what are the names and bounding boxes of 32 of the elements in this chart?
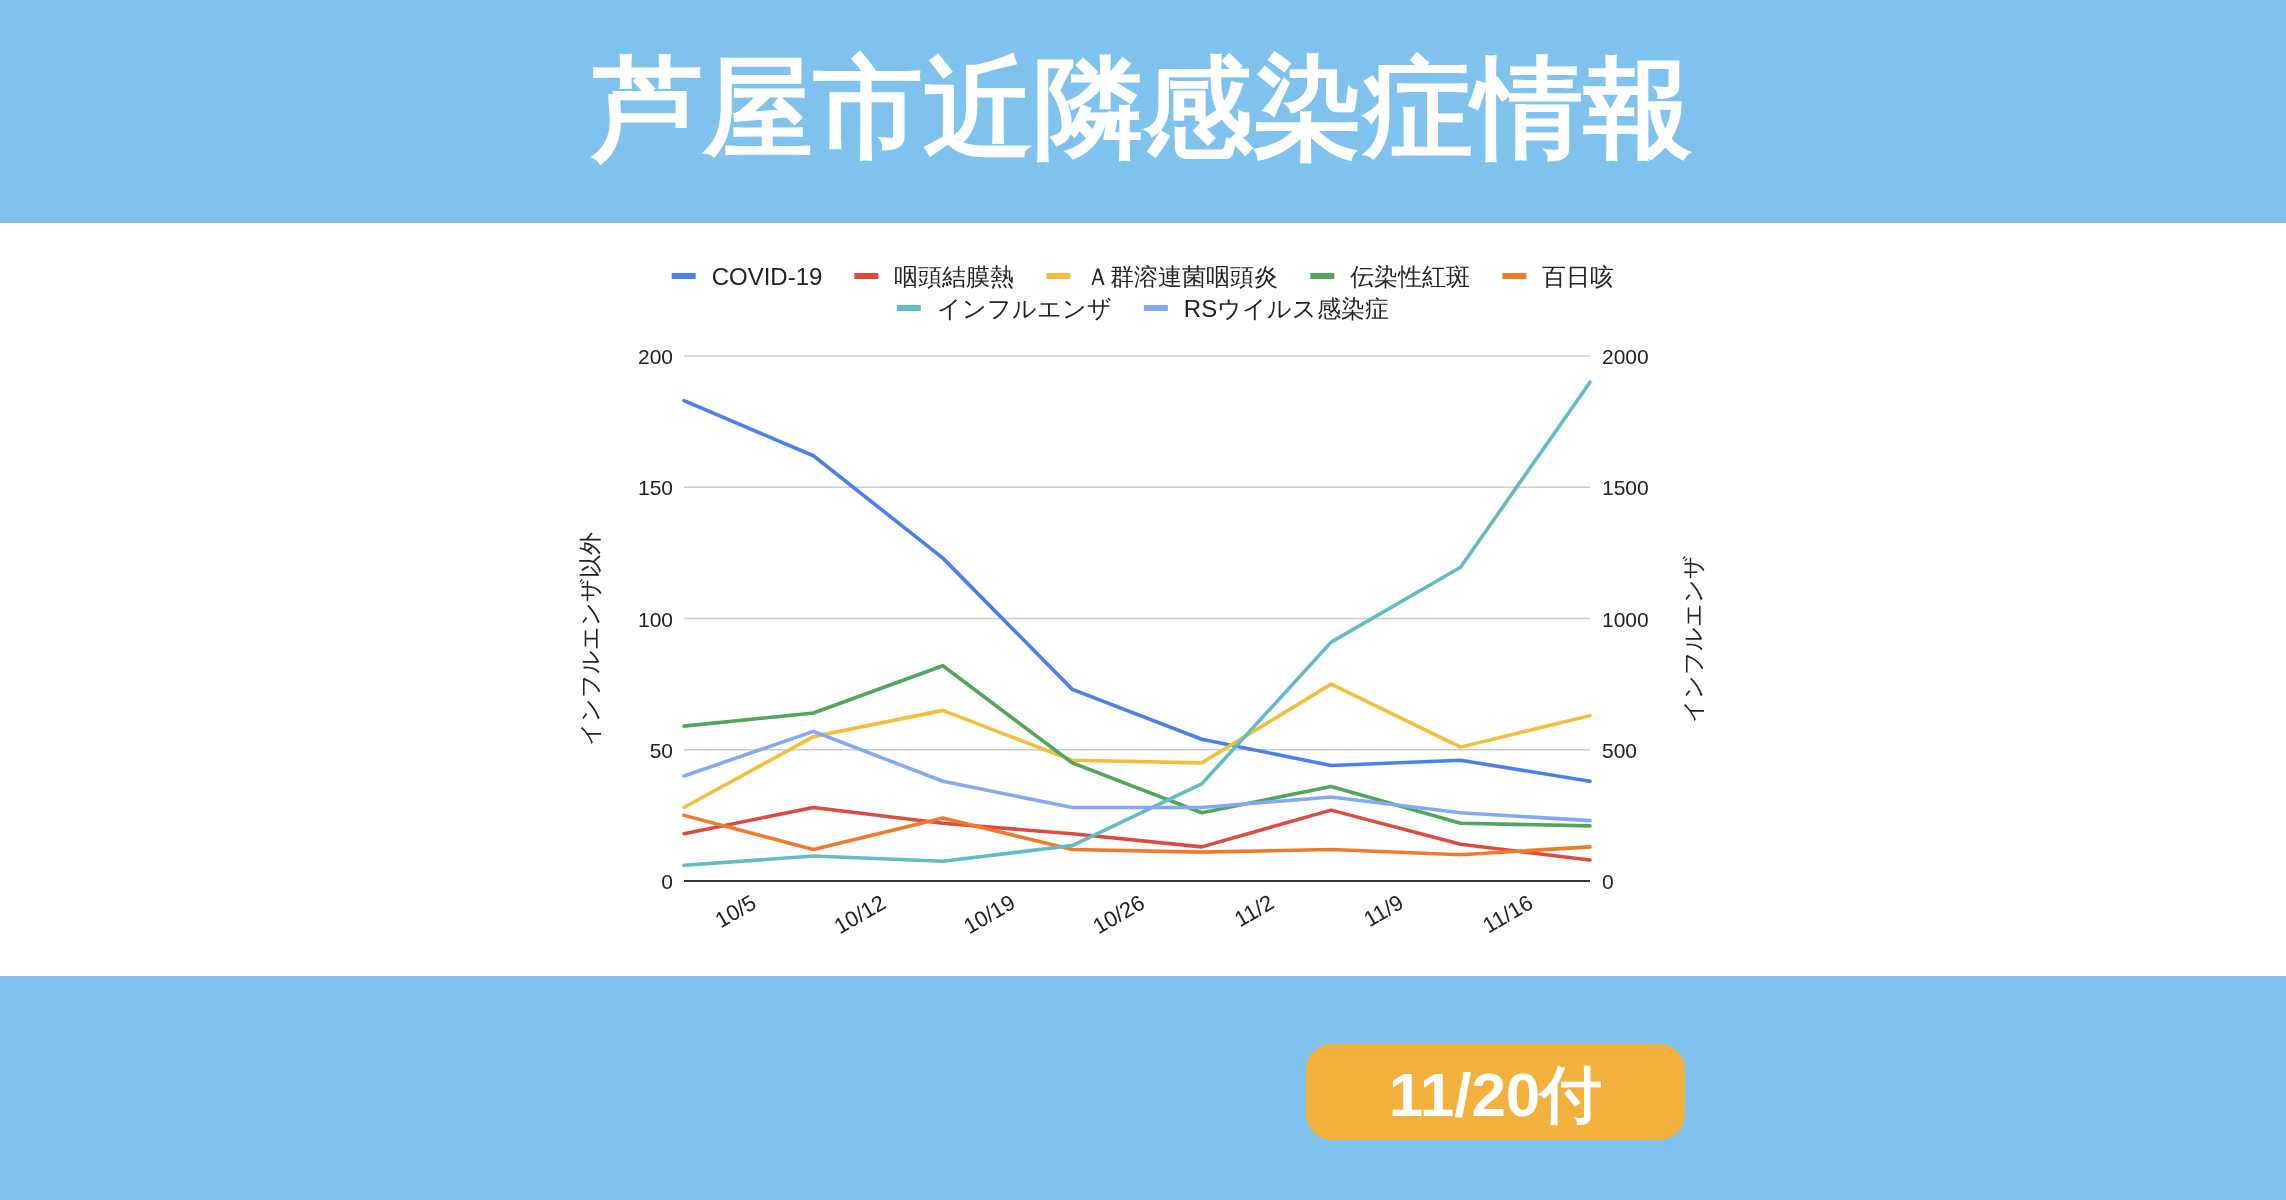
legend-label: 伝染性紅斑 <box>1350 262 1471 290</box>
legend-label: COVID-19 <box>711 262 823 290</box>
line-series <box>682 380 1592 868</box>
x-tick-label: 11/2 <box>1230 889 1279 932</box>
y-axis-title: インフルエンザ以外 <box>577 532 603 746</box>
line-series <box>682 398 1592 784</box>
y2-tick-label: 2000 <box>1602 344 1649 368</box>
line-series <box>682 682 1592 810</box>
y2-axis-title: インフルエンザ <box>1680 555 1706 723</box>
y2-tick-label: 1500 <box>1602 475 1649 499</box>
y2-tick-label: 0 <box>1602 869 1614 893</box>
text: 11/20付 <box>1388 1059 1603 1129</box>
x-tick-label: 10/5 <box>710 889 761 933</box>
y-tick-label: 200 <box>637 344 673 368</box>
legend-label: 咽頭結膜熱 <box>894 262 1015 290</box>
y-tick-label: 150 <box>637 475 673 499</box>
y2-tick-label: 1000 <box>1602 607 1649 630</box>
x-tick-label: 11/16 <box>1478 889 1538 939</box>
line-series <box>682 729 1592 823</box>
chart-title: 芦屋市近隣感染症情報 <box>590 44 1693 172</box>
y2-tick-label: 500 <box>1602 738 1638 762</box>
legend-label: 百日咳 <box>1542 262 1615 290</box>
x-tick-label: 11/9 <box>1359 889 1408 932</box>
line-series <box>682 663 1592 828</box>
y-tick-label: 50 <box>649 738 673 762</box>
y-tick-label: 0 <box>661 869 673 893</box>
legend-label: インフルエンザ <box>936 294 1112 322</box>
line-series <box>682 813 1592 857</box>
y-tick-label: 100 <box>637 607 673 630</box>
legend-label: RSウイルス感染症 <box>1183 294 1390 322</box>
legend-label: Ａ群溶連菌咽頭炎 <box>1086 262 1279 290</box>
line-series <box>682 805 1592 862</box>
